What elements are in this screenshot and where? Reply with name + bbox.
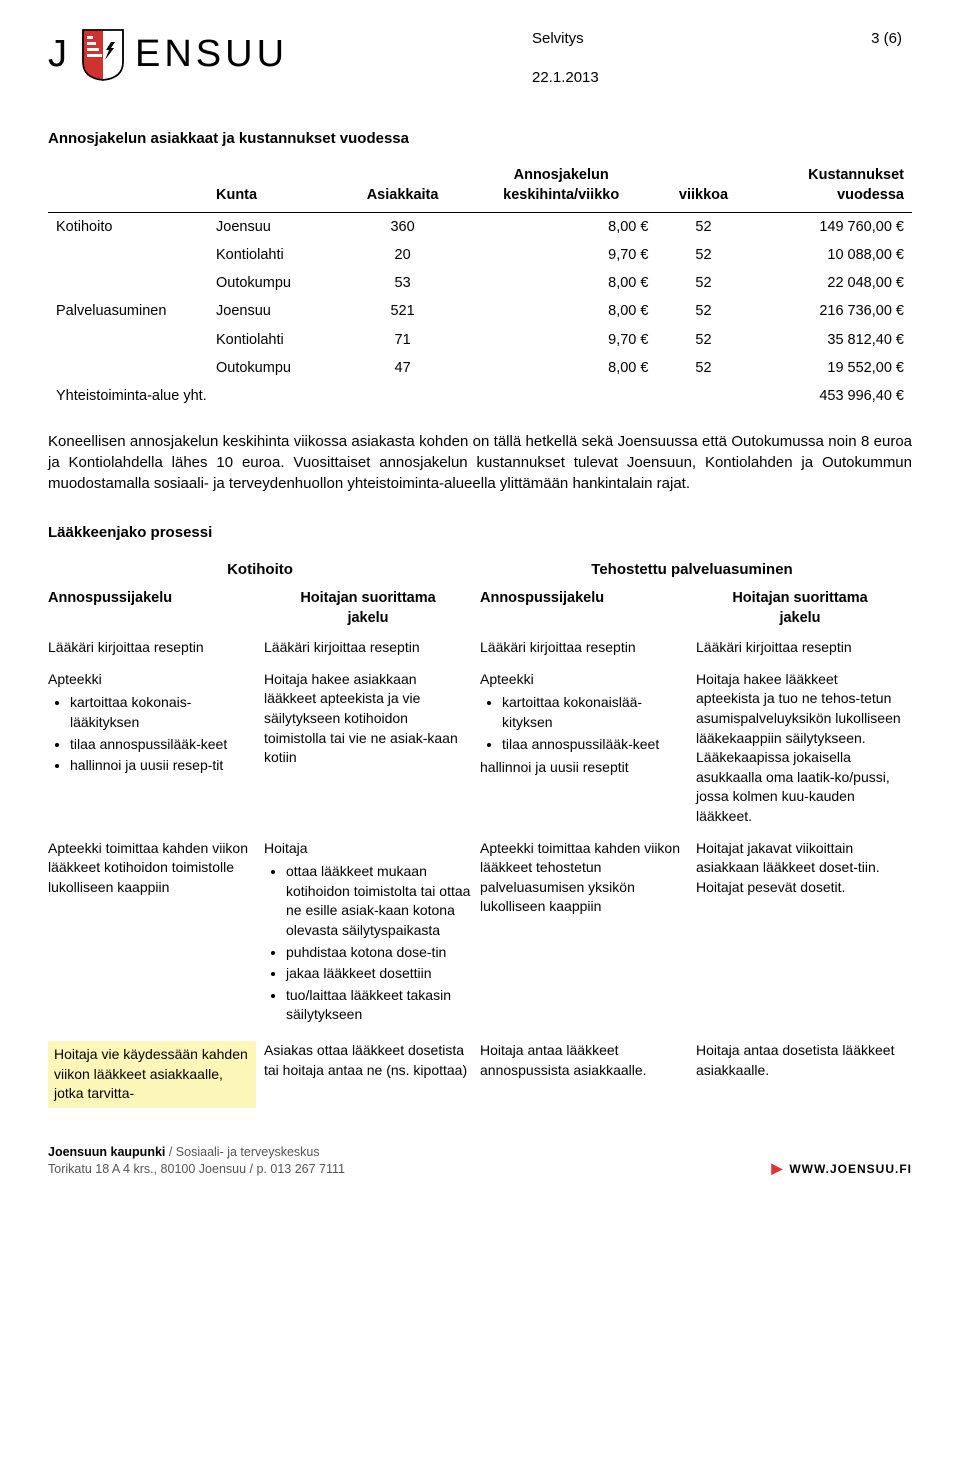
th-keskihinta: Annosjakelun keskihinta/viikko [466, 159, 657, 212]
page-header: J ENSUU Selvitys 22.1.2013 3 (6) [48, 28, 912, 88]
page-footer: Joensuun kaupunki / Sosiaali- ja terveys… [48, 1144, 912, 1179]
group-head-right: Tehostettu palveluasuminen [480, 553, 912, 582]
wordmark-right: ENSUU [135, 28, 288, 81]
page-number: 3 (6) [871, 28, 902, 88]
cell-r4c4: Hoitaja antaa dosetista lääkkeet asiakka… [696, 1035, 912, 1114]
cell-resepti-2: Lääkäri kirjoittaa reseptin [264, 632, 480, 664]
cell-r2c4: Hoitaja hakee lääkkeet apteekista ja tuo… [696, 664, 912, 833]
cell-resepti-4: Lääkäri kirjoittaa reseptin [696, 632, 912, 664]
doc-date: 22.1.2013 [532, 67, 599, 88]
process-table: Kotihoito Tehostettu palveluasuminen Ann… [48, 553, 912, 1114]
list-item: jakaa lääkkeet dosettiin [286, 964, 472, 984]
th-kustannukset: Kustannukset vuodessa [751, 159, 913, 212]
site-mark: ▶ WWW.JOENSUU.FI [772, 1159, 912, 1179]
list-item: kartoittaa kokonaislää-kityksen [502, 693, 688, 732]
cell-r2c3: Apteekki kartoittaa kokonaislää-kityksen… [480, 664, 696, 833]
process-title: Lääkkeenjako prosessi [48, 522, 912, 543]
cell-r4c1: Hoitaja vie käydessään kahden viikon lää… [48, 1035, 264, 1114]
footer-org: Joensuun kaupunki [48, 1145, 165, 1159]
table-total-row: Yhteistoiminta-alue yht.453 996,40 € [48, 382, 912, 410]
list-item: tilaa annospussilääk-keet [70, 735, 256, 755]
cell-r3c3: Apteekki toimittaa kahden viikon lääkkee… [480, 833, 696, 1035]
table-row: Outokumpu538,00 €5222 048,00 € [48, 269, 912, 297]
table1-title: Annosjakelun asiakkaat ja kustannukset v… [48, 128, 912, 149]
table-row: Kontiolahti719,70 €5235 812,40 € [48, 326, 912, 354]
list-item: ottaa lääkkeet mukaan kotihoidon toimist… [286, 862, 472, 940]
doc-type: Selvitys [532, 28, 599, 49]
cell-resepti-1: Lääkäri kirjoittaa reseptin [48, 632, 264, 664]
table-row: Outokumpu478,00 €5219 552,00 € [48, 354, 912, 382]
footer-dept: / Sosiaali- ja terveyskeskus [165, 1145, 319, 1159]
list-item: puhdistaa kotona dose-tin [286, 943, 472, 963]
site-url: WWW.JOENSUU.FI [789, 1161, 912, 1178]
th-viikkoa: viikkoa [656, 159, 750, 212]
cell-r4c2: Asiakas ottaa lääkkeet dosetista tai hoi… [264, 1035, 480, 1114]
cell-r4c3: Hoitaja antaa lääkkeet annospussista asi… [480, 1035, 696, 1114]
colhead-4: Hoitajan suorittamajakelu [696, 582, 912, 633]
arrow-icon: ▶ [772, 1159, 784, 1179]
colhead-1: Annospussijakelu [48, 582, 264, 633]
wordmark-left: J [48, 28, 71, 81]
cell-r3c1: Apteekki toimittaa kahden viikon lääkkee… [48, 833, 264, 1035]
list-item: hallinnoi ja uusii resep-tit [70, 756, 256, 776]
table-row: PalveluasuminenJoensuu5218,00 €52216 736… [48, 297, 912, 325]
table-row: KotihoitoJoensuu3608,00 €52149 760,00 € [48, 212, 912, 241]
header-meta: Selvitys 22.1.2013 3 (6) [532, 28, 912, 88]
table-row: Kontiolahti209,70 €5210 088,00 € [48, 241, 912, 269]
cost-table: Kunta Asiakkaita Annosjakelun keskihinta… [48, 159, 912, 411]
cell-r3c2: Hoitaja ottaa lääkkeet mukaan kotihoidon… [264, 833, 480, 1035]
footer-address: Torikatu 18 A 4 krs., 80100 Joensuu / p.… [48, 1161, 345, 1179]
cell-resepti-3: Lääkäri kirjoittaa reseptin [480, 632, 696, 664]
th-asiakkaita: Asiakkaita [339, 159, 466, 212]
cell-r2c1: Apteekki kartoittaa kokonais-lääkityksen… [48, 664, 264, 833]
cell-r2c2: Hoitaja hakee asiakkaan lääkkeet apteeki… [264, 664, 480, 833]
colhead-2: Hoitajan suorittamajakelu [264, 582, 480, 633]
list-item: kartoittaa kokonais-lääkityksen [70, 693, 256, 732]
colhead-3: Annospussijakelu [480, 582, 696, 633]
shield-icon [81, 28, 125, 82]
logo-block: J ENSUU [48, 28, 288, 82]
list-item: tuo/laittaa lääkkeet takasin säilytyksee… [286, 986, 472, 1025]
th-kunta: Kunta [208, 159, 339, 212]
paragraph-1: Koneellisen annosjakelun keskihinta viik… [48, 431, 912, 494]
cell-r3c4: Hoitajat jakavat viikoittain asiakkaan l… [696, 833, 912, 1035]
list-item: tilaa annospussilääk-keet [502, 735, 688, 755]
group-head-left: Kotihoito [48, 553, 480, 582]
